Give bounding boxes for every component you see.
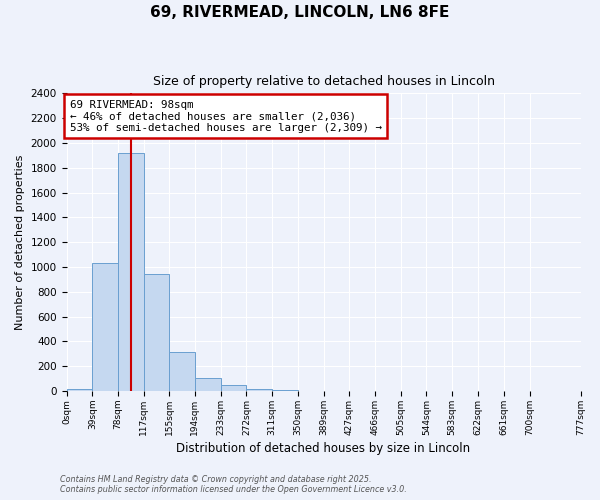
X-axis label: Distribution of detached houses by size in Lincoln: Distribution of detached houses by size …	[176, 442, 470, 455]
Text: 69 RIVERMEAD: 98sqm
← 46% of detached houses are smaller (2,036)
53% of semi-det: 69 RIVERMEAD: 98sqm ← 46% of detached ho…	[70, 100, 382, 132]
Bar	[144, 274, 169, 391]
Bar	[195, 378, 221, 391]
Text: Contains HM Land Registry data © Crown copyright and database right 2025.
Contai: Contains HM Land Registry data © Crown c…	[60, 474, 407, 494]
Bar	[272, 390, 298, 391]
Bar	[118, 153, 144, 391]
Title: Size of property relative to detached houses in Lincoln: Size of property relative to detached ho…	[152, 75, 494, 88]
Bar	[67, 388, 92, 391]
Y-axis label: Number of detached properties: Number of detached properties	[15, 154, 25, 330]
Bar	[247, 388, 272, 391]
Bar	[169, 352, 195, 391]
Bar	[92, 264, 118, 391]
Text: 69, RIVERMEAD, LINCOLN, LN6 8FE: 69, RIVERMEAD, LINCOLN, LN6 8FE	[151, 5, 449, 20]
Bar	[221, 386, 247, 391]
